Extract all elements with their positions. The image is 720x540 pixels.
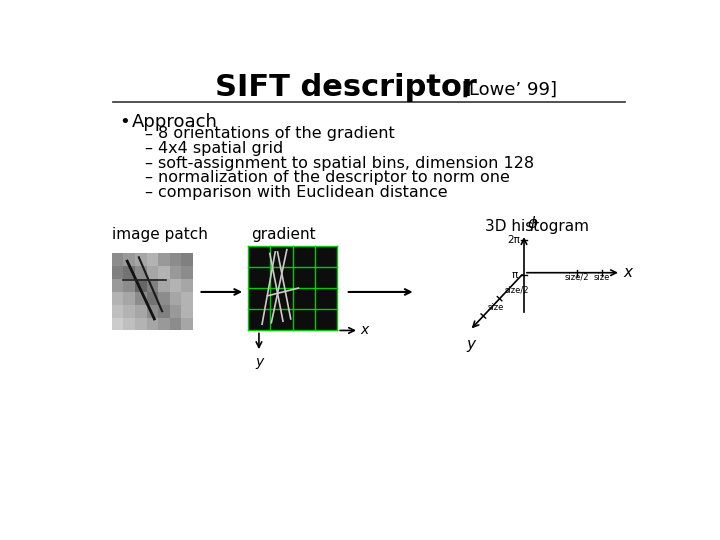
Bar (135, 318, 147, 330)
Text: $\phi$: $\phi$ (527, 214, 539, 233)
Text: SIFT descriptor: SIFT descriptor (215, 73, 477, 103)
Bar (158, 305, 170, 318)
Bar (248, 246, 337, 330)
Bar (112, 253, 123, 266)
Bar (181, 266, 193, 279)
Text: y: y (255, 355, 264, 369)
Bar (147, 266, 158, 279)
Bar (158, 318, 170, 330)
Text: x: x (624, 265, 632, 280)
Text: 3D histogram: 3D histogram (485, 219, 589, 234)
Text: size/2: size/2 (504, 286, 528, 294)
Bar (123, 253, 135, 266)
Bar (147, 279, 158, 292)
Text: image patch: image patch (112, 226, 207, 241)
Bar (123, 279, 135, 292)
Bar (170, 292, 181, 305)
Text: gradient: gradient (251, 226, 316, 241)
Bar (112, 266, 123, 279)
Text: –: – (144, 185, 152, 200)
Bar (181, 305, 193, 318)
Bar (158, 292, 170, 305)
Bar (135, 292, 147, 305)
Text: comparison with Euclidean distance: comparison with Euclidean distance (158, 185, 448, 200)
Bar (158, 266, 170, 279)
Text: normalization of the descriptor to norm one: normalization of the descriptor to norm … (158, 170, 510, 185)
Bar (181, 279, 193, 292)
Text: Approach: Approach (132, 112, 217, 131)
Text: size/2: size/2 (565, 273, 590, 282)
Bar (170, 279, 181, 292)
Bar (158, 279, 170, 292)
Text: 8 orientations of the gradient: 8 orientations of the gradient (158, 126, 395, 141)
Bar (112, 305, 123, 318)
Bar (135, 305, 147, 318)
Text: x: x (361, 323, 369, 338)
Bar (147, 305, 158, 318)
Bar (158, 253, 170, 266)
Bar (123, 305, 135, 318)
Text: –: – (144, 156, 152, 171)
Text: [Lowe’ 99]: [Lowe’ 99] (462, 80, 557, 98)
Text: y: y (467, 336, 476, 352)
Bar (112, 318, 123, 330)
Text: size: size (488, 303, 504, 312)
Text: –: – (144, 126, 152, 141)
Bar (135, 279, 147, 292)
Bar (170, 318, 181, 330)
Text: •: • (120, 112, 130, 131)
Bar (170, 266, 181, 279)
Bar (170, 305, 181, 318)
Text: –: – (144, 141, 152, 156)
Text: –: – (144, 170, 152, 185)
Bar (181, 253, 193, 266)
Text: 4x4 spatial grid: 4x4 spatial grid (158, 141, 284, 156)
Bar (135, 266, 147, 279)
Bar (123, 266, 135, 279)
Bar (123, 292, 135, 305)
Bar (147, 292, 158, 305)
Bar (181, 318, 193, 330)
Text: π: π (512, 269, 518, 280)
Text: 2π: 2π (507, 235, 520, 245)
Bar (135, 253, 147, 266)
Bar (112, 292, 123, 305)
Bar (147, 318, 158, 330)
Bar (147, 253, 158, 266)
Text: size: size (593, 273, 610, 282)
Bar (170, 253, 181, 266)
Text: soft-assignment to spatial bins, dimension 128: soft-assignment to spatial bins, dimensi… (158, 156, 534, 171)
Bar (123, 318, 135, 330)
Bar (181, 292, 193, 305)
Bar (112, 279, 123, 292)
